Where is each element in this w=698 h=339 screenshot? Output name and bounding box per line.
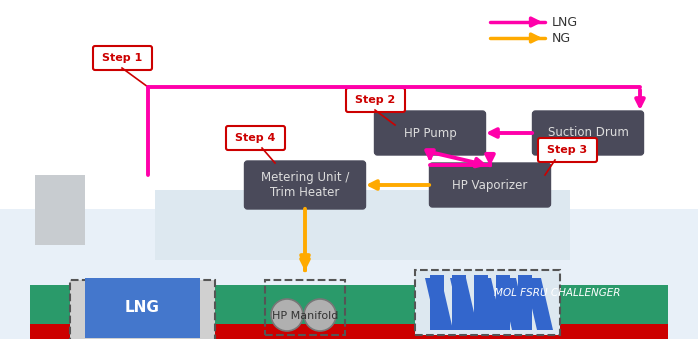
Bar	[518, 275, 532, 330]
Bar	[265, 280, 345, 335]
Text: Suction Drum: Suction Drum	[547, 126, 628, 140]
Text: NG: NG	[552, 32, 571, 44]
Polygon shape	[30, 285, 668, 339]
Text: Metering Unit /
Trim Heater: Metering Unit / Trim Heater	[261, 171, 349, 199]
Text: HP Vaporizer: HP Vaporizer	[452, 179, 528, 192]
Polygon shape	[425, 278, 453, 330]
Polygon shape	[450, 278, 478, 330]
FancyBboxPatch shape	[375, 111, 486, 155]
Text: MOL FSRU CHALLENGER: MOL FSRU CHALLENGER	[493, 288, 620, 298]
FancyBboxPatch shape	[0, 209, 698, 339]
Bar	[452, 275, 466, 330]
Circle shape	[304, 299, 336, 331]
Polygon shape	[525, 278, 553, 330]
Bar	[85, 278, 200, 338]
FancyBboxPatch shape	[226, 126, 285, 150]
Bar	[430, 275, 444, 330]
Text: Step 3: Step 3	[547, 145, 587, 155]
Text: LNG: LNG	[552, 16, 578, 28]
FancyBboxPatch shape	[93, 46, 152, 70]
Text: HP Manifold: HP Manifold	[272, 311, 339, 321]
Bar	[30, 324, 668, 339]
Text: LNG: LNG	[124, 300, 159, 316]
FancyBboxPatch shape	[244, 161, 366, 209]
Bar	[35, 175, 85, 245]
Text: Step 2: Step 2	[355, 95, 395, 105]
Bar	[415, 270, 560, 335]
FancyBboxPatch shape	[538, 138, 597, 162]
Bar	[474, 275, 488, 330]
Text: Step 4: Step 4	[235, 133, 275, 143]
Bar	[496, 275, 510, 330]
FancyBboxPatch shape	[533, 111, 644, 155]
Circle shape	[271, 299, 303, 331]
FancyBboxPatch shape	[346, 88, 405, 112]
Bar	[155, 190, 570, 260]
Text: HP Pump: HP Pump	[403, 126, 456, 140]
Bar	[70, 280, 215, 339]
Text: Step 1: Step 1	[102, 53, 142, 63]
FancyBboxPatch shape	[429, 163, 551, 207]
Polygon shape	[475, 278, 503, 330]
Polygon shape	[500, 278, 528, 330]
